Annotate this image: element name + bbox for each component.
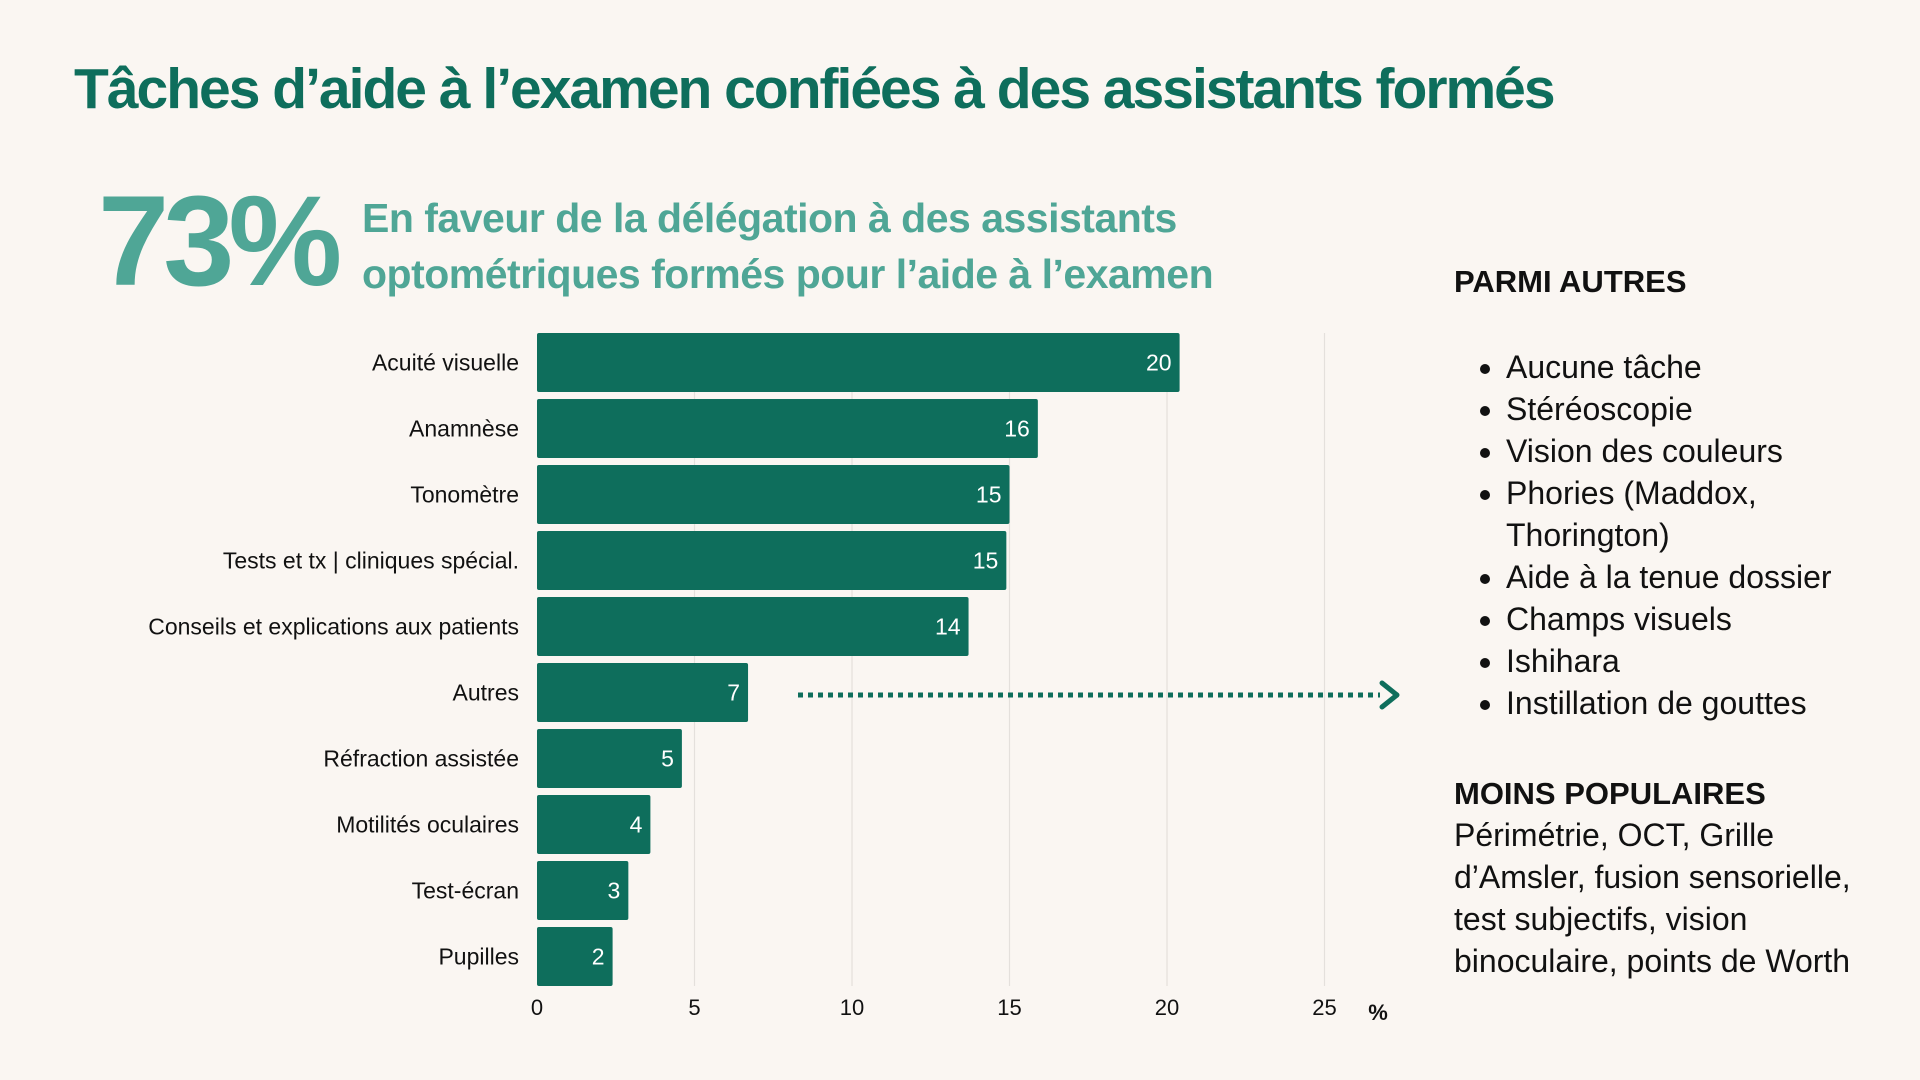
- data-label: 20: [1146, 350, 1172, 376]
- others-item: Vision des couleurs: [1506, 430, 1894, 472]
- x-tick-label: 10: [840, 995, 864, 1020]
- others-item: Champs visuels: [1506, 598, 1894, 640]
- data-label: 15: [973, 548, 999, 574]
- headline-line-1: En faveur de la délégation à des assista…: [362, 195, 1177, 241]
- x-tick-label: 25: [1312, 995, 1336, 1020]
- data-label: 2: [592, 944, 605, 970]
- data-label: 14: [935, 614, 961, 640]
- x-tick-label: 20: [1155, 995, 1179, 1020]
- bar: [537, 465, 1010, 524]
- category-label: Tonomètre: [410, 482, 519, 508]
- others-list: Aucune tâcheStéréoscopieVision des coule…: [1454, 346, 1894, 724]
- others-title: PARMI AUTRES: [1454, 264, 1687, 299]
- bar: [537, 663, 749, 722]
- headline-line-2: optométriques formés pour l’aide à l’exa…: [362, 251, 1214, 297]
- bar: [537, 399, 1038, 458]
- bar: [537, 729, 682, 788]
- side-panel: PARMI AUTRES Aucune tâcheStéréoscopieVis…: [1454, 262, 1894, 982]
- bar: [537, 597, 969, 656]
- others-item: Phories (Maddox, Thorington): [1506, 472, 1894, 556]
- headline-stat: 73%: [98, 170, 342, 313]
- data-label: 5: [661, 746, 674, 772]
- category-label: Pupilles: [438, 944, 519, 970]
- less-popular-text: Périmétrie, OCT, Grille d’Amsler, fusion…: [1454, 817, 1851, 979]
- data-label: 15: [976, 482, 1002, 508]
- data-label: 3: [608, 878, 621, 904]
- bar: [537, 795, 651, 854]
- bar: [537, 531, 1007, 590]
- x-tick-label: 0: [531, 995, 543, 1020]
- category-label: Réfraction assistée: [323, 746, 519, 772]
- bar: [537, 927, 613, 986]
- arrow-head-icon: [1379, 680, 1400, 710]
- less-popular-title: MOINS POPULAIRES: [1454, 776, 1766, 811]
- bar: [537, 861, 629, 920]
- data-label: 7: [727, 680, 740, 706]
- category-label: Conseils et explications aux patients: [148, 614, 519, 640]
- others-item: Ishihara: [1506, 640, 1894, 682]
- others-item: Aucune tâche: [1506, 346, 1894, 388]
- category-label: Test-écran: [412, 878, 519, 904]
- bar: [537, 333, 1180, 392]
- category-label: Motilités oculaires: [336, 812, 519, 838]
- x-axis-label: %: [1368, 1000, 1388, 1025]
- headline-description: En faveur de la délégation à des assista…: [362, 190, 1362, 302]
- others-item: Stéréoscopie: [1506, 388, 1894, 430]
- category-label: Acuité visuelle: [372, 350, 519, 376]
- data-label: 4: [630, 812, 643, 838]
- others-item: Instillation de gouttes: [1506, 682, 1894, 724]
- category-label: Anamnèse: [409, 416, 519, 442]
- category-label: Autres: [453, 680, 519, 706]
- others-item: Aide à la tenue dossier: [1506, 556, 1894, 598]
- x-tick-label: 15: [997, 995, 1021, 1020]
- x-tick-label: 5: [688, 995, 700, 1020]
- data-label: 16: [1004, 416, 1030, 442]
- page-title: Tâches d’aide à l’examen confiées à des …: [74, 57, 1556, 121]
- category-label: Tests et tx | cliniques spécial.: [223, 548, 519, 574]
